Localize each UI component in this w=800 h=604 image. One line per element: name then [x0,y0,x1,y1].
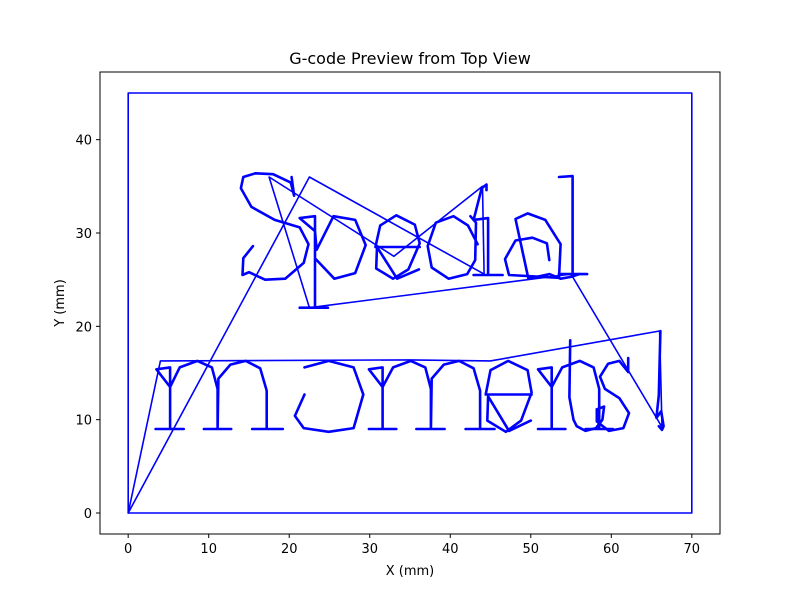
x-tick-label: 70 [684,542,701,557]
chart-title: G-code Preview from Top View [289,49,531,68]
series-line-path-m2 [367,359,496,431]
series-line-path-p [298,214,368,310]
x-tick-label: 10 [200,542,217,557]
y-tick-label: 40 [75,134,92,149]
series-line-path-e2 [484,359,533,434]
x-tick-label: 0 [124,542,132,557]
series-line-path-c [426,214,479,281]
plot-area-frame [99,71,721,535]
x-tick-label: 50 [523,542,540,557]
series-line-path-m [154,359,285,431]
series-line-path-l [557,174,589,276]
y-axis-ticks: 0 10 20 30 40 [75,134,100,522]
x-axis-label: X (mm) [386,564,435,579]
y-tick-label: 10 [75,414,92,429]
series-line-path-a [503,212,581,281]
series-line-path-s [595,356,631,433]
series-line-path-s [239,172,310,282]
x-tick-label: 40 [442,542,459,557]
y-tick-label: 30 [75,227,92,242]
series-line-path-n [536,359,615,431]
series-line-path-t [568,338,606,433]
x-tick-label: 60 [603,542,620,557]
series-line-path-i [472,183,504,277]
x-axis-ticks: 0 10 20 30 40 50 60 70 [124,534,700,557]
y-tick-label: 20 [75,320,92,335]
series-line-path-e [374,214,422,281]
plot-marks [127,92,693,514]
y-tick-label: 0 [84,507,92,522]
y-axis-label: Y (mm) [53,279,68,328]
series-line-border [127,92,693,514]
series-line-travel-moves [127,176,663,514]
series-line-path-exclamation [655,329,665,432]
x-tick-label: 20 [281,542,298,557]
x-tick-label: 30 [361,542,378,557]
series-line-path-o [293,359,365,434]
